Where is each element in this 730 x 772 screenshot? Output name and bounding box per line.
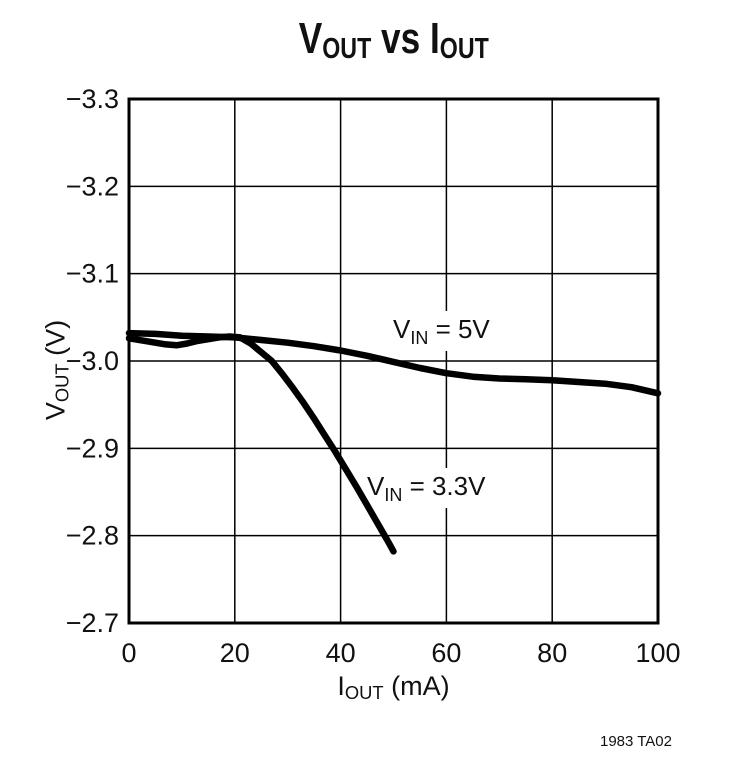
chart-title: VOUT vs IOUT [129,14,658,64]
x-axis-title: IOUT (mA) [129,671,658,702]
title-part3-subscript: OUT [439,33,489,66]
y-tick-label: −3.1 [66,259,119,289]
x-tick-label: 40 [326,638,356,668]
y-tick-label: −2.7 [66,608,119,638]
series-label-3v3: VIN = 3.3V [367,471,486,505]
y-tick-label: −3.0 [66,346,119,376]
x-tick-label: 60 [431,638,461,668]
y-tick-label: −3.3 [66,84,119,114]
title-part3: I [429,14,440,63]
series-label-5v: VIN = 5V [393,314,490,348]
series-label-mask [388,311,496,351]
series-annotations: VIN = 5V VIN = 3.3V [362,311,496,508]
y-tick-label: −2.8 [66,521,119,551]
y-axis-title-symbol: V [40,402,71,421]
series-label-mask [362,468,492,508]
title-part1-subscript: OUT [321,33,371,66]
y-axis-tick-labels: −3.3 −3.2 −3.1 −3.0 −2.9 −2.8 −2.7 [66,84,119,638]
title-part1: V [298,14,322,63]
x-tick-label: 80 [537,638,567,668]
plot-frame [127,97,660,625]
x-axis-title-unit: (mA) [383,671,450,701]
y-axis-title-unit: (V) [40,319,71,364]
figure-code: 1983 TA02 [599,733,672,750]
y-tick-label: −3.2 [66,171,119,201]
y-axis-title-subscript: OUT [51,363,73,403]
x-tick-label: 20 [220,638,250,668]
x-axis-title-symbol: I [337,671,345,701]
title-part2: vs [370,14,430,63]
x-tick-label: 0 [121,638,136,668]
data-curves [125,329,662,555]
curve-vin-3v3 [125,333,397,555]
y-tick-label: −2.9 [66,433,119,463]
x-axis-tick-labels: 0 20 40 60 80 100 [121,638,680,668]
x-tick-label: 100 [635,638,680,668]
x-axis-title-subscript: OUT [344,682,384,704]
